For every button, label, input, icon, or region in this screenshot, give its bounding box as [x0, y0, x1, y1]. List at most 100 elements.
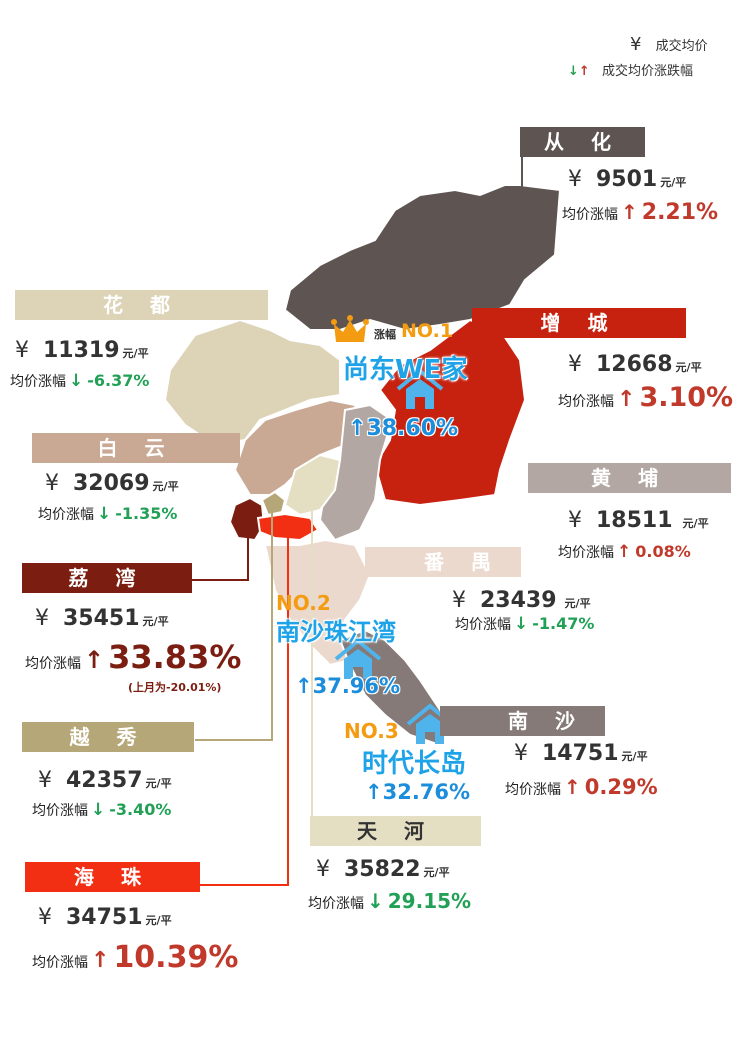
price-unit: 元/平: [564, 597, 591, 610]
ranking-project-1: 尚东WE家: [343, 355, 468, 385]
yen-icon: ¥: [568, 352, 582, 377]
ranking-badge-1: 涨幅: [374, 328, 396, 341]
price-unit: 元/平: [682, 517, 709, 530]
ranking-number-2: NO.2: [276, 591, 331, 615]
district-price-nansha: ¥14751 元/平: [514, 741, 648, 766]
change-label: 均价涨幅: [308, 896, 364, 912]
leader-line-liwan: [192, 520, 249, 581]
change-label: 均价涨幅: [455, 617, 511, 633]
change-value: -3.40%: [109, 800, 172, 819]
ranking-change-value: 37.96%: [312, 674, 401, 698]
price-value: 35451: [63, 606, 140, 631]
yen-icon: ¥: [316, 857, 330, 882]
down-arrow-icon: ↓: [514, 614, 529, 634]
change-label: 均价涨幅: [558, 545, 614, 561]
change-value: -6.37%: [87, 371, 150, 390]
price-unit: 元/平: [122, 347, 149, 360]
map-region-huadu: [163, 318, 341, 447]
ranking-change-value: 38.60%: [366, 416, 459, 441]
district-banner-panyu: 番 禺: [365, 547, 521, 577]
yen-icon: ¥: [514, 741, 528, 766]
ranking-change-3: ↑32.76%: [365, 780, 470, 804]
change-label: 均价涨幅: [10, 374, 66, 390]
district-banner-haizhu: 海 珠: [25, 862, 200, 892]
district-banner-liwan: 荔 湾: [22, 563, 192, 593]
up-arrow-icon: ↑: [84, 646, 105, 674]
down-arrow-icon: ↓: [91, 800, 106, 820]
district-banner-huadu: 花 都: [15, 290, 268, 320]
leader-line-haizhu: [200, 530, 289, 886]
change-value: 0.08%: [635, 542, 691, 561]
up-arrow-icon: ↑: [365, 780, 383, 804]
up-arrow-icon: ↑: [617, 387, 636, 412]
price-value: 42357: [66, 768, 143, 793]
ranking-change-2: ↑37.96%: [295, 674, 400, 698]
change-value: 33.83%: [108, 638, 242, 676]
ranking-number-1: NO.1: [401, 320, 454, 342]
legend-price-row: ¥ 成交均价: [630, 34, 740, 55]
ranking-change-value: 32.76%: [382, 780, 471, 804]
district-change-zengcheng: 均价涨幅 ↑ 3.10%: [558, 382, 733, 413]
change-label: 均价涨幅: [32, 955, 88, 971]
district-price-huadu: ¥11319 元/平: [15, 338, 149, 363]
down-arrow-icon: ↓: [97, 504, 112, 524]
district-change-huangpu: 均价涨幅 ↑ 0.08%: [558, 542, 691, 562]
leader-line-yuexiu: [195, 500, 273, 741]
yen-icon: ¥: [38, 905, 52, 930]
district-price-baiyun: ¥32069 元/平: [45, 471, 179, 496]
district-price-panyu: ¥23439 元/平: [452, 588, 591, 613]
district-change-conghua: 均价涨幅 ↑ 2.21%: [562, 200, 718, 225]
price-unit: 元/平: [152, 480, 179, 493]
change-value: -1.35%: [115, 504, 178, 523]
up-arrow-icon: ↑: [295, 674, 313, 698]
map-region-zengcheng: [373, 318, 527, 507]
district-change-panyu: 均价涨幅 ↓ -1.47%: [455, 614, 594, 634]
liwan-note: (上月为-20.01%): [128, 681, 222, 694]
price-value: 35822: [344, 857, 421, 882]
price-unit: 元/平: [675, 361, 702, 374]
up-arrow-icon: ↑: [348, 416, 367, 441]
district-price-liwan: ¥35451 元/平: [35, 606, 169, 631]
yen-icon: ¥: [568, 508, 582, 533]
crown-icon: [331, 315, 369, 342]
district-banner-nansha: 南 沙: [440, 706, 605, 736]
district-change-huadu: 均价涨幅 ↓ -6.37%: [10, 371, 149, 391]
price-unit: 元/平: [423, 866, 450, 879]
map-region-panyu: [263, 538, 372, 667]
house-icon-1: [396, 368, 444, 409]
change-value: 2.21%: [641, 200, 719, 225]
change-label: 均价涨幅: [38, 507, 94, 523]
price-value: 23439: [480, 588, 557, 613]
yen-icon: ¥: [35, 606, 49, 631]
district-price-zengcheng: ¥12668 元/平: [568, 352, 702, 377]
yen-icon: ¥: [15, 338, 29, 363]
price-value: 11319: [43, 338, 120, 363]
change-value: 10.39%: [113, 940, 239, 975]
district-banner-huangpu: 黄 埔: [528, 463, 731, 493]
change-label: 均价涨幅: [32, 803, 88, 819]
up-arrow-icon: ↑: [617, 542, 632, 562]
change-value: -1.47%: [532, 614, 595, 633]
legend-change-label: 成交均价涨跌幅: [601, 64, 693, 79]
legend-price-label: 成交均价: [655, 39, 708, 54]
district-banner-zengcheng: 增 城: [472, 308, 686, 338]
up-arrow-icon: ↑: [564, 775, 581, 799]
change-label: 均价涨幅: [558, 394, 614, 410]
ranking-project-3: 时代长岛: [362, 749, 467, 779]
district-price-yuexiu: ¥42357 元/平: [38, 768, 172, 793]
price-value: 12668: [596, 352, 673, 377]
district-change-tianhe: 均价涨幅 ↓ 29.15%: [308, 889, 471, 913]
district-banner-tianhe: 天 河: [310, 816, 481, 846]
change-value: 29.15%: [387, 889, 472, 913]
district-change-yuexiu: 均价涨幅 ↓ -3.40%: [32, 800, 171, 820]
change-label: 均价涨幅: [25, 656, 81, 672]
price-value: 32069: [73, 471, 150, 496]
district-banner-baiyun: 白 云: [32, 433, 240, 463]
up-arrow-icon: ↑: [578, 64, 590, 79]
price-unit: 元/平: [145, 914, 172, 927]
yen-icon: ¥: [45, 471, 59, 496]
price-unit: 元/平: [621, 750, 648, 763]
price-value: 34751: [66, 905, 143, 930]
price-value: 9501: [596, 167, 658, 192]
